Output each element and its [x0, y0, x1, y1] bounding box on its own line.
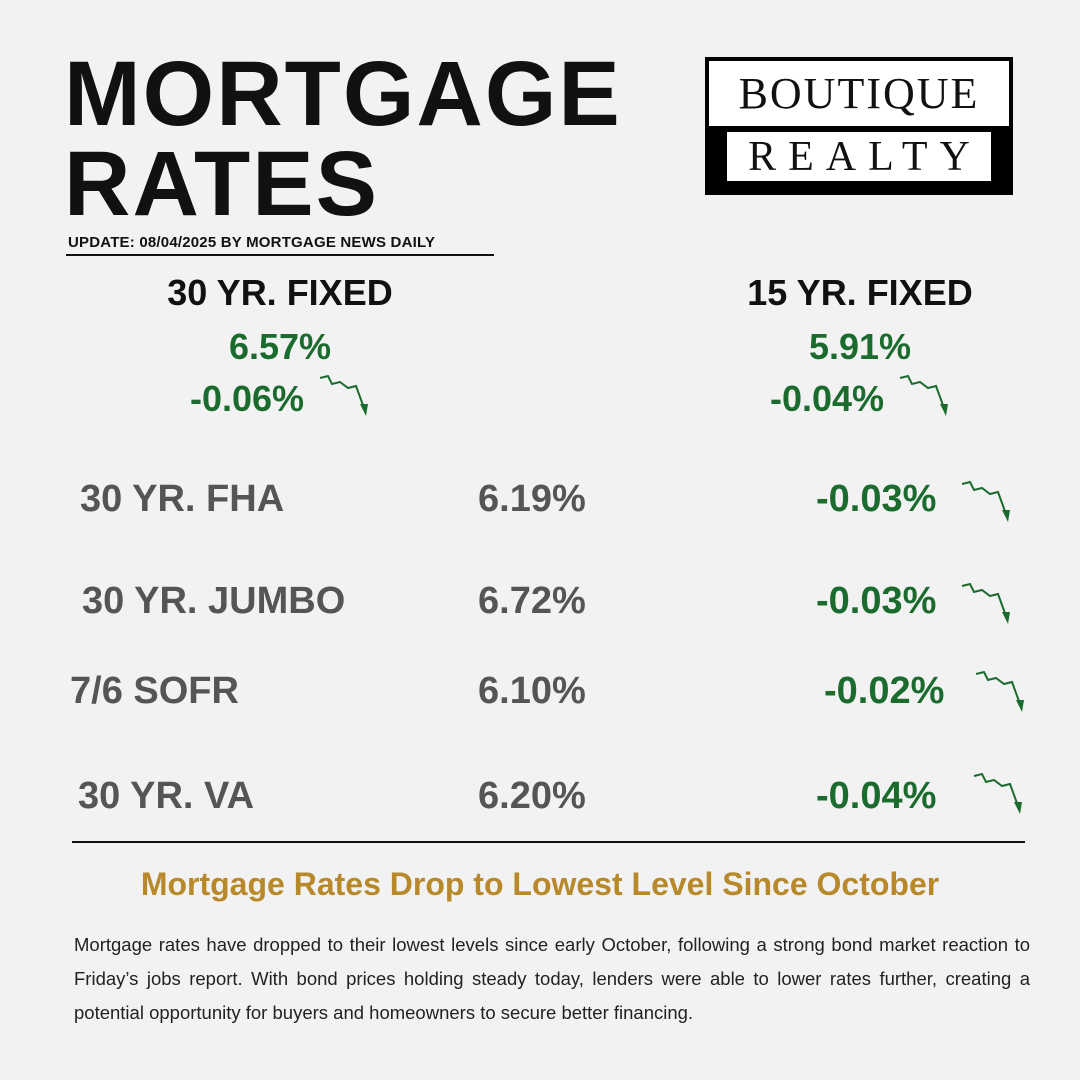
article-headline: Mortgage Rates Drop to Lowest Level Sinc… [140, 866, 940, 902]
row-change-va: -0.04% [816, 775, 937, 817]
trend-down-arrow-icon [899, 374, 949, 416]
fixed-15-change: -0.04% [769, 378, 885, 419]
page-title-line-1: MORTGAGE [64, 43, 622, 145]
row-label-sofr: 7/6 SOFR [70, 670, 239, 712]
fixed-30-change: -0.06% [189, 378, 305, 419]
trend-down-arrow-icon [973, 772, 1022, 814]
fixed-30-rate: 6.57% [228, 326, 332, 367]
trend-down-arrow-icon [961, 480, 1010, 522]
trend-down-arrow-icon [319, 374, 369, 416]
fixed-15-block: 15 YR. FIXED 5.91% -0.04% [710, 272, 1010, 420]
fixed-30-block: 30 YR. FIXED 6.57% -0.06% [130, 272, 430, 420]
row-label-fha: 30 YR. FHA [80, 478, 285, 520]
page-title-line-2: RATES [64, 133, 379, 235]
row-change-jumbo: -0.03% [816, 580, 937, 622]
row-label-jumbo: 30 YR. JUMBO [82, 580, 346, 622]
boutique-realty-logo: BOUTIQUE REALTY [705, 57, 1013, 195]
logo-line-1: BOUTIQUE [709, 61, 1009, 126]
logo-line-2: REALTY [727, 132, 991, 181]
fixed-30-label: 30 YR. FIXED [167, 272, 393, 313]
update-underline [66, 254, 494, 256]
row-rate-jumbo: 6.72% [478, 580, 586, 622]
row-rate-fha: 6.19% [478, 478, 586, 520]
row-rate-sofr: 6.10% [478, 670, 586, 712]
row-label-va: 30 YR. VA [78, 775, 255, 817]
row-change-sofr: -0.02% [824, 670, 945, 712]
section-divider [72, 841, 1025, 843]
row-rate-va: 6.20% [478, 775, 586, 817]
fixed-15-rate: 5.91% [808, 326, 912, 367]
fixed-15-label: 15 YR. FIXED [747, 272, 973, 313]
article-body: Mortgage rates have dropped to their low… [74, 934, 1030, 1023]
update-line: UPDATE: 08/04/2025 BY MORTGAGE NEWS DAIL… [68, 234, 436, 251]
row-change-fha: -0.03% [816, 478, 937, 520]
trend-down-arrow-icon [975, 670, 1024, 712]
trend-down-arrow-icon [961, 582, 1010, 624]
